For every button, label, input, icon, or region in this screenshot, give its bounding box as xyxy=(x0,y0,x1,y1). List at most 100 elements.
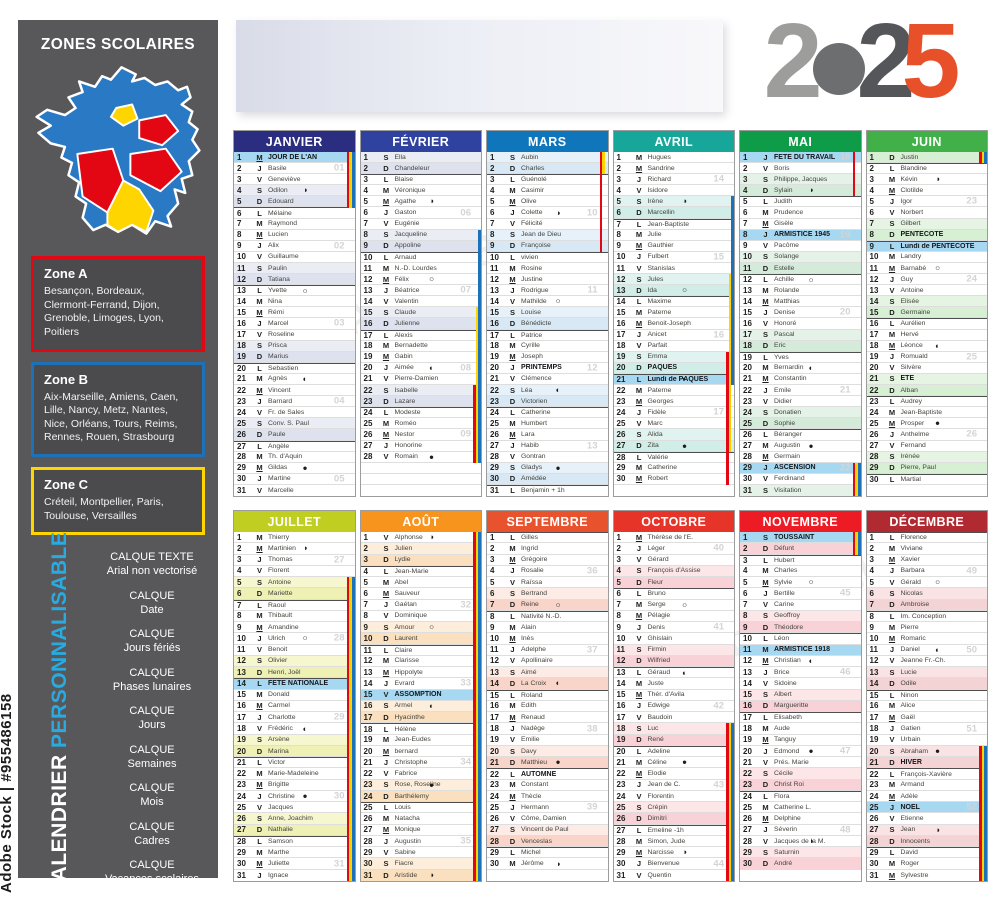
day-letter: V xyxy=(383,532,389,542)
calendar-day: 9 L Lundi de PENTECÔTE xyxy=(866,240,987,252)
day-number: 26 xyxy=(616,814,626,824)
moon-phase-icon: ◑ xyxy=(302,185,308,195)
calendar-day: 14 M Juste xyxy=(613,678,734,690)
calendar-day: 5 S Irène ◑ xyxy=(613,196,734,208)
day-name: JOUR DE L'AN xyxy=(268,153,318,161)
day-number: 28 xyxy=(616,452,626,462)
calendar-day: 12 J Guy 24 xyxy=(866,274,987,286)
day-number: 6 xyxy=(237,588,242,598)
day-letter: D xyxy=(762,622,769,632)
calendar-day: 16 M Carmel xyxy=(234,701,355,713)
calendar-day: 18 M Bernadette xyxy=(360,341,481,352)
day-number: 11 xyxy=(363,263,372,273)
day-letter: M xyxy=(256,769,263,779)
calendar-day: 18 J Nadège 38 xyxy=(487,723,608,735)
day-number: 11 xyxy=(869,645,878,655)
day-letter: S xyxy=(889,296,895,306)
day-number: 4 xyxy=(869,185,874,195)
layer-line1: CALQUE xyxy=(129,859,175,872)
day-number: 28 xyxy=(490,452,499,462)
day-number: 27 xyxy=(616,825,626,835)
layers-list: CALQUE TEXTE Arial non vectorisé CALQUE Dat… xyxy=(90,551,214,887)
day-number: 3 xyxy=(490,175,495,185)
calendar-day: 9 J Denis 41 xyxy=(613,622,734,634)
day-name: Renaud xyxy=(521,713,545,721)
calendar-day: 9 M Gauthier xyxy=(613,241,734,252)
day-letter: D xyxy=(509,318,516,328)
day-letter: J xyxy=(636,780,642,790)
calendar-day: 5 D Fleur xyxy=(613,577,734,589)
day-letter: D xyxy=(383,633,389,643)
day-number: 27 xyxy=(743,441,752,451)
moon-phase-icon: ● xyxy=(808,440,814,450)
day-number: 10 xyxy=(743,252,752,262)
day-number: 21 xyxy=(490,374,499,384)
calendar-day: 1 S TOUSSAINT xyxy=(740,532,861,544)
day-letter: M xyxy=(635,163,643,173)
day-letter: D xyxy=(889,678,895,688)
day-number: 14 xyxy=(363,678,373,688)
day-number: 25 xyxy=(490,802,499,812)
calendar-day: 3 L Hubert xyxy=(740,554,861,566)
week-number: 40 xyxy=(713,543,724,554)
day-number: 6 xyxy=(237,208,242,218)
calendar-day: 26 D Dimitri xyxy=(613,813,734,825)
calendar-day: 17 V Baudoin xyxy=(613,712,734,724)
day-name: Urbain xyxy=(900,736,921,744)
day-number: 24 xyxy=(490,791,499,801)
layer-line1: CALQUE xyxy=(129,628,175,641)
empty-day xyxy=(740,870,861,881)
calendar-day: 10 M Romaric xyxy=(866,633,987,645)
day-number: 5 xyxy=(237,196,242,206)
day-number: 4 xyxy=(743,566,748,576)
calendar-day: 20 V Silvère xyxy=(866,363,987,374)
day-letter: V xyxy=(256,485,262,495)
day-name: Béranger xyxy=(774,431,802,439)
day-name: Romain xyxy=(394,453,418,461)
day-number: 29 xyxy=(490,848,499,858)
day-name: Nadège xyxy=(521,725,545,732)
calendar-day: 14 S Elisée xyxy=(866,296,987,308)
calendar-day: 25 M Humbert xyxy=(487,418,608,430)
day-number: 9 xyxy=(363,622,368,632)
calendar-day: 9 D Françoise xyxy=(487,240,608,252)
day-letter: S xyxy=(762,532,768,542)
day-letter: S xyxy=(636,802,642,812)
calendar-day: 8 V Dominique xyxy=(360,611,481,623)
day-letter: L xyxy=(510,769,515,779)
day-letter: J xyxy=(510,724,515,733)
day-name: Davy xyxy=(521,747,537,755)
day-number: 11 xyxy=(363,645,372,655)
calendar-day: 31 S Visitation xyxy=(740,484,861,496)
day-number: 24 xyxy=(490,408,499,418)
month-title: AOÛT xyxy=(360,511,481,532)
layer-item: CALQUE Phases lunaires xyxy=(90,667,214,695)
day-letter: S xyxy=(383,543,389,553)
moon-phase-icon: ◐ xyxy=(808,656,814,666)
calendar-day: 2 M Martinien ◑ xyxy=(234,543,355,555)
day-letter: M xyxy=(256,780,263,790)
calendar-day: 13 S Aimé xyxy=(487,667,608,679)
calendar-day: 11 M N.-D. Lourdes xyxy=(360,263,481,275)
moon-phase-icon: ◑ xyxy=(555,858,561,868)
calendar-day: 30 M Jérôme ◑ xyxy=(487,858,608,870)
week-number: 04 xyxy=(333,396,345,407)
calendar-day: 2 D Chandeleur xyxy=(360,163,481,175)
year-zero-dot xyxy=(812,43,865,95)
layer-line1: CALQUE xyxy=(129,782,175,795)
week-number: 10 xyxy=(586,207,598,219)
week-number: 26 xyxy=(966,429,977,440)
moon-phase-icon: ◐ xyxy=(935,341,941,351)
day-name: Baudoin xyxy=(647,713,673,721)
day-name: Marcelle xyxy=(268,486,294,494)
day-number: 14 xyxy=(869,296,879,306)
day-letter: D xyxy=(762,185,769,195)
calendar-day: 2 D Défunt xyxy=(740,543,861,555)
calendar-day: 24 V Florentin xyxy=(613,791,734,803)
week-number: 42 xyxy=(713,700,724,712)
calendar-day: 31 V Quentin xyxy=(614,870,735,881)
day-letter: J xyxy=(257,474,262,484)
month-title: MARS xyxy=(487,131,608,152)
calendar-day: 16 M Alice xyxy=(866,701,987,713)
calendar-day: 28 J Augustin 35 xyxy=(360,836,481,848)
